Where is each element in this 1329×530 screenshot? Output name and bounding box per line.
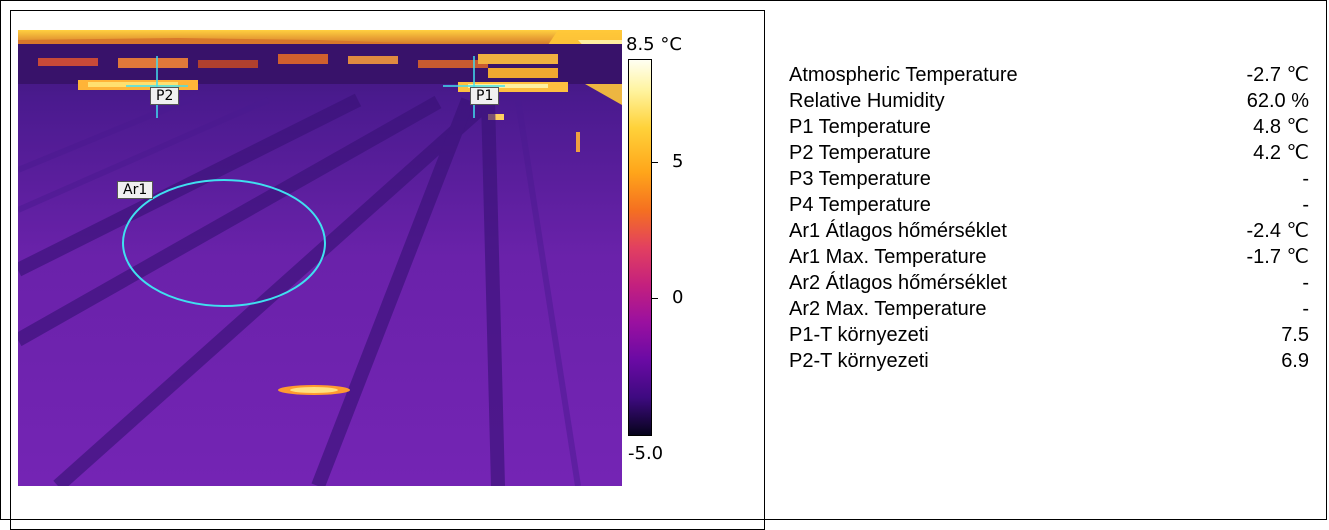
marker-label-ar1: Ar1 [117, 181, 154, 199]
colorbar-tick [652, 298, 658, 299]
reading-value: 4.8 ℃ [1253, 116, 1309, 138]
reading-label: Ar2 Átlagos hőmérséklet [789, 272, 1007, 294]
reading-label: P1 Temperature [789, 116, 931, 138]
reading-row: Relative Humidity 62.0 % [789, 88, 1309, 114]
marker-label-p1: P1 [470, 87, 500, 105]
reading-row: P3 Temperature - [789, 166, 1309, 192]
reading-row: P2-T környezeti 6.9 [789, 348, 1309, 374]
reading-value: -2.7 ℃ [1246, 64, 1309, 86]
reading-row: P4 Temperature - [789, 192, 1309, 218]
reading-row: Ar2 Átlagos hőmérséklet - [789, 270, 1309, 296]
reading-row: P2 Temperature 4.2 ℃ [789, 140, 1309, 166]
reading-row: P1 Temperature 4.8 ℃ [789, 114, 1309, 140]
colorbar-max-label: 8.5 °C [626, 34, 682, 55]
reading-value: - [1302, 298, 1309, 320]
reading-value: - [1302, 194, 1309, 216]
reading-label: P2-T környezeti [789, 350, 929, 372]
reading-row: Ar1 Átlagos hőmérséklet -2.4 ℃ [789, 218, 1309, 244]
colorbar-tick-label: 0 [672, 287, 684, 308]
reading-label: Ar1 Max. Temperature [789, 246, 987, 268]
reading-value: -2.4 ℃ [1246, 220, 1309, 242]
reading-row: Atmospheric Temperature -2.7 ℃ [789, 62, 1309, 88]
marker-label-p2: P2 [150, 87, 180, 105]
reading-value: 7.5 [1281, 324, 1309, 346]
reading-row: Ar2 Max. Temperature - [789, 296, 1309, 322]
reading-label: Relative Humidity [789, 90, 945, 112]
reading-label: P3 Temperature [789, 168, 931, 190]
reading-label: Atmospheric Temperature [789, 64, 1018, 86]
reading-row: P1-T környezeti 7.5 [789, 322, 1309, 348]
reading-label: P2 Temperature [789, 142, 931, 164]
reading-value: -1.7 ℃ [1246, 246, 1309, 268]
colorbar-min-label: -5.0 [628, 443, 664, 464]
reading-label: Ar1 Átlagos hőmérséklet [789, 220, 1007, 242]
reading-value: - [1302, 168, 1309, 190]
reading-value: 62.0 % [1246, 90, 1309, 112]
reading-label: P4 Temperature [789, 194, 931, 216]
reading-value: 4.2 ℃ [1253, 142, 1309, 164]
colorbar [628, 59, 652, 436]
reading-value: 6.9 [1281, 350, 1309, 372]
reading-label: Ar2 Max. Temperature [789, 298, 987, 320]
colorbar-tick [652, 162, 658, 163]
colorbar-tick-label: 5 [672, 151, 684, 172]
readings-table: Atmospheric Temperature -2.7 ℃ Relative H… [789, 62, 1309, 374]
reading-value: - [1302, 272, 1309, 294]
reading-label: P1-T környezeti [789, 324, 929, 346]
reading-row: Ar1 Max. Temperature -1.7 ℃ [789, 244, 1309, 270]
thermal-image [18, 30, 622, 486]
